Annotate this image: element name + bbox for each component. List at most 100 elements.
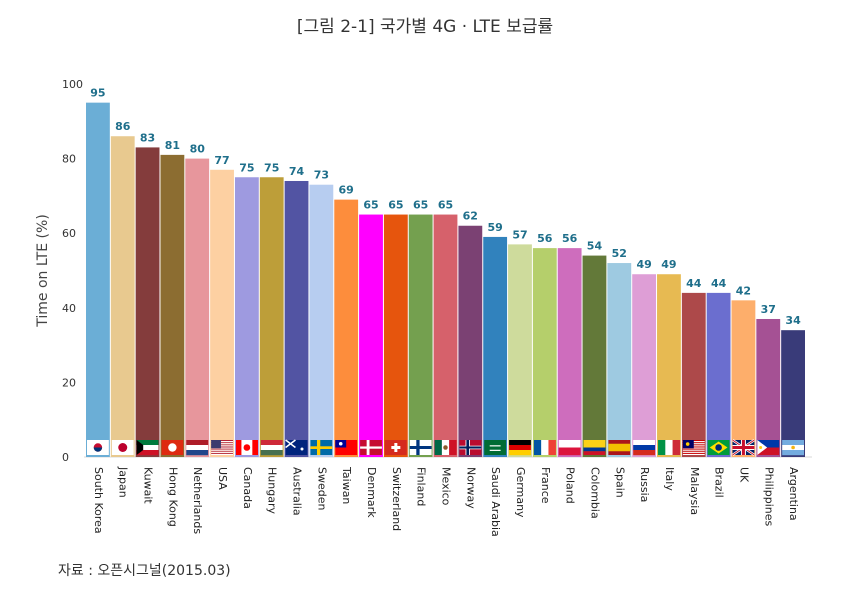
flag-germany [509, 440, 531, 456]
data-label: 75 [264, 161, 279, 174]
x-tick-label: Canada [241, 467, 254, 509]
x-tick-label: Poland [564, 467, 577, 504]
bar [532, 248, 557, 457]
bar [557, 248, 582, 457]
data-label: 65 [413, 199, 428, 212]
data-label: 37 [761, 303, 776, 316]
data-label: 74 [289, 165, 305, 178]
x-tick-label: Norway [464, 467, 477, 509]
x-tick-label: Australia [291, 467, 304, 516]
bar [458, 225, 483, 457]
bar [607, 263, 632, 457]
data-label: 65 [363, 199, 378, 212]
data-label: 49 [661, 258, 676, 271]
flag-canada [235, 440, 258, 455]
x-tick-label: Japan [117, 466, 130, 498]
bar [334, 199, 359, 457]
flag-netherlands [186, 440, 209, 456]
data-label: 75 [239, 161, 254, 174]
y-tick-label: 0 [62, 451, 69, 464]
x-tick-label: Philippines [762, 467, 775, 527]
flag-hong-kong [161, 440, 184, 455]
flag-hungary [260, 440, 283, 456]
data-label: 34 [785, 314, 801, 327]
source-note: 자료 : 오픈시그널(2015.03) [58, 563, 231, 579]
x-tick-label: Switzerland [390, 467, 403, 531]
y-tick-label: 100 [62, 78, 83, 91]
data-label: 56 [537, 232, 553, 245]
bar [234, 177, 259, 457]
data-label: 44 [711, 277, 727, 290]
data-label: 73 [314, 169, 329, 182]
data-label: 44 [686, 277, 702, 290]
y-tick-label: 40 [62, 302, 76, 315]
bar [657, 274, 681, 457]
x-tick-label: Brazil [713, 467, 726, 498]
flag-italy [658, 440, 681, 455]
bar [508, 244, 532, 457]
data-label: 65 [388, 199, 403, 212]
flag-russia [633, 440, 656, 456]
flag-finland [409, 440, 432, 455]
chart-title: [그림 2-1] 국가별 4G · LTE 보급률 [296, 17, 554, 37]
data-label: 49 [636, 258, 651, 271]
flag-taiwan [335, 440, 358, 455]
x-tick-label: Argentina [787, 467, 800, 521]
data-label: 57 [512, 228, 527, 241]
flag-australia [285, 439, 308, 455]
bar [160, 154, 185, 457]
data-label: 77 [214, 154, 229, 167]
data-label: 42 [736, 284, 751, 297]
flag-south-korea [87, 440, 109, 455]
bar [582, 255, 607, 457]
y-tick-label: 20 [62, 376, 76, 389]
bar [309, 184, 334, 457]
flag-france [533, 440, 556, 455]
data-label: 59 [487, 221, 502, 234]
flag-argentina [782, 440, 804, 456]
bar [483, 236, 508, 457]
y-tick-label: 60 [62, 227, 76, 240]
flag-switzerland [384, 440, 407, 455]
bar [731, 300, 756, 457]
data-label: 56 [562, 232, 578, 245]
y-tick-label: 80 [62, 153, 76, 166]
flag-colombia [583, 440, 606, 455]
bar [433, 214, 458, 457]
bar [756, 318, 781, 457]
bar [383, 214, 408, 457]
x-tick-label: Hungary [266, 467, 279, 514]
x-tick-label: UK [737, 467, 750, 483]
bar [408, 214, 433, 457]
x-tick-label: USA [216, 467, 229, 490]
x-tick-label: Hong Kong [166, 467, 179, 527]
x-tick-label: Colombia [588, 467, 601, 519]
flag-mexico [434, 440, 457, 455]
data-label: 54 [587, 240, 603, 253]
bar [185, 158, 210, 457]
x-tick-label: Taiwan [340, 466, 353, 504]
flag-usa [211, 440, 233, 455]
x-tick-label: Spain [613, 467, 626, 498]
bar [135, 147, 160, 457]
x-tick-label: Mexico [440, 467, 453, 506]
x-tick-label: Italy [663, 467, 676, 491]
bar [86, 102, 110, 458]
flag-kuwait [136, 440, 159, 456]
bar [110, 136, 135, 457]
flag-norway [459, 440, 482, 455]
x-tick-label: Russia [638, 467, 651, 502]
x-tick-label: Sweden [315, 467, 328, 510]
bar [210, 169, 234, 458]
data-label: 65 [438, 199, 453, 212]
data-label: 86 [115, 120, 131, 133]
x-tick-label: France [539, 467, 552, 504]
flag-poland [558, 440, 581, 456]
bar [632, 274, 657, 457]
data-label: 62 [463, 210, 478, 223]
flag-malaysia [682, 440, 705, 455]
x-tick-label: South Korea [92, 467, 105, 534]
data-label: 81 [165, 139, 180, 152]
flag-sweden [310, 440, 333, 455]
flag-spain [608, 440, 631, 455]
